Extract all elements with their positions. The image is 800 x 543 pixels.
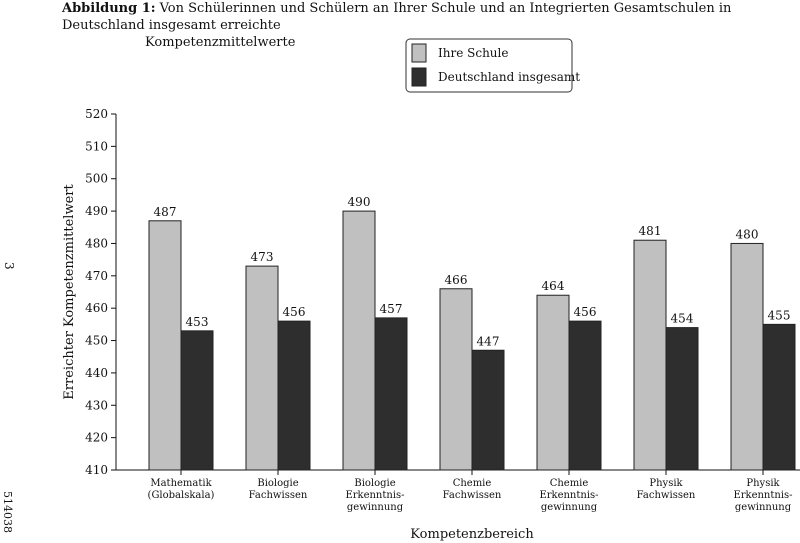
x-category-label: Physik (649, 478, 683, 489)
x-category-label: Fachwissen (637, 490, 696, 501)
bar-ihre-schule (342, 210, 376, 471)
caption-label: Abbildung 1: (62, 1, 156, 16)
bar-deutschland (568, 320, 602, 471)
x-category-label: Mathematik (150, 478, 212, 489)
x-category-label: gewinnung (347, 502, 404, 513)
y-axis-label: Erreichter Kompetenzmittelwert (62, 184, 77, 400)
y-tick-label: 440 (85, 366, 108, 380)
caption-text-line1: Von Schülerinnen und Schülern an Ihrer S… (62, 1, 732, 33)
bar-ihre-schule (730, 242, 764, 471)
x-category-label: Erkenntnis- (539, 490, 598, 501)
y-tick-label: 430 (85, 398, 108, 412)
legend-box (405, 38, 573, 93)
figure-caption: Abbildung 1: Von Schülerinnen und Schüler… (62, 0, 792, 51)
data-label-ihre-schule: 487 (154, 205, 177, 219)
y-tick-label: 500 (85, 172, 108, 186)
bar-ihre-schule (536, 294, 570, 471)
bar-deutschland (180, 330, 214, 471)
data-label-deutschland: 457 (380, 302, 403, 316)
data-label-deutschland: 456 (574, 305, 597, 319)
x-category-label: Biologie (354, 478, 395, 489)
bar-deutschland (665, 327, 699, 471)
x-category-label: gewinnung (541, 502, 598, 513)
y-tick-label: 490 (85, 204, 108, 218)
data-label-deutschland: 455 (768, 308, 791, 322)
x-category-label: gewinnung (735, 502, 792, 513)
legend-label-deutschland: Deutschland insgesamt (438, 70, 580, 84)
y-tick-label: 410 (85, 463, 108, 477)
y-tick-label: 470 (85, 269, 108, 283)
legend-swatch-ihre-schule (411, 43, 427, 63)
data-label-deutschland: 453 (186, 315, 209, 329)
x-category-label: Fachwissen (443, 490, 502, 501)
x-category-label: Erkenntnis- (733, 490, 792, 501)
x-category-label: Fachwissen (249, 490, 308, 501)
y-tick-label: 460 (85, 301, 108, 315)
data-label-ihre-schule: 464 (542, 279, 565, 293)
bar-deutschland (374, 317, 408, 471)
y-tick-label: 420 (85, 431, 108, 445)
data-label-ihre-schule: 480 (736, 227, 759, 241)
data-label-ihre-schule: 473 (251, 250, 274, 264)
legend-swatch-deutschland (411, 67, 427, 87)
y-tick-label: 450 (85, 334, 108, 348)
caption-text-line2: Kompetenzmittelwerte (145, 35, 296, 50)
data-label-deutschland: 447 (477, 334, 500, 348)
x-axis-label: Kompetenzbereich (410, 527, 534, 542)
data-label-ihre-schule: 490 (348, 195, 371, 209)
legend-label-ihre-schule: Ihre Schule (438, 46, 508, 60)
y-tick-label: 480 (85, 236, 108, 250)
data-label-deutschland: 456 (283, 305, 306, 319)
y-tick-label: 520 (85, 107, 108, 121)
bar-deutschland (762, 323, 796, 471)
y-tick-label: 510 (85, 139, 108, 153)
x-category-label: (Globalskala) (148, 490, 215, 501)
x-category-label: Erkenntnis- (345, 490, 404, 501)
bar-ihre-schule (633, 239, 667, 471)
bar-ihre-schule (245, 265, 279, 471)
x-category-label: Chemie (550, 478, 589, 489)
x-category-label: Chemie (453, 478, 492, 489)
bar-ihre-schule (439, 288, 473, 471)
x-category-label: Biologie (257, 478, 298, 489)
data-label-ihre-schule: 481 (639, 224, 662, 238)
data-label-deutschland: 454 (671, 312, 694, 326)
bar-deutschland (471, 349, 505, 471)
data-label-ihre-schule: 466 (445, 273, 468, 287)
x-category-label: Physik (746, 478, 780, 489)
bar-deutschland (277, 320, 311, 471)
bar-ihre-schule (148, 220, 182, 471)
